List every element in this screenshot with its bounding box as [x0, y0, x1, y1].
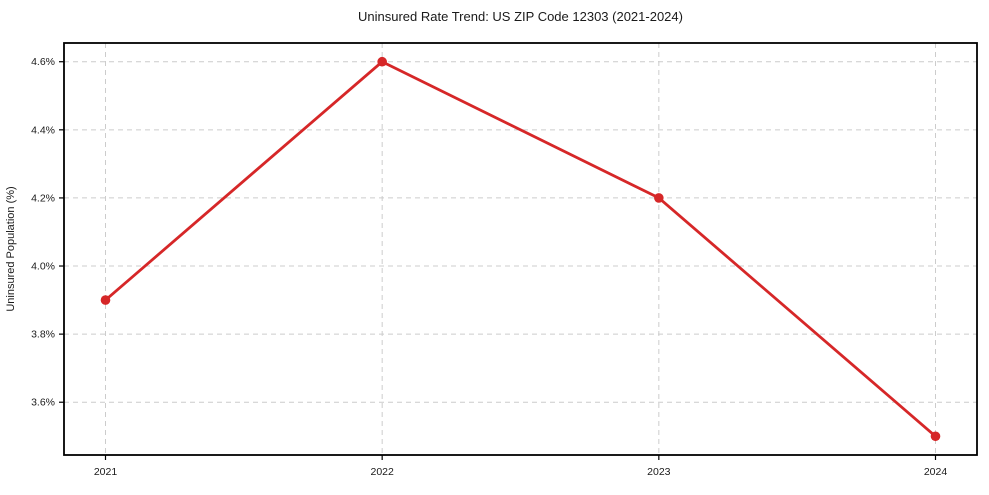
y-tick-label: 4.6%	[31, 56, 55, 68]
y-tick-label: 4.0%	[31, 261, 55, 273]
x-tick-label: 2021	[94, 466, 118, 478]
y-tick-label: 3.6%	[31, 397, 55, 409]
data-point-marker	[100, 295, 111, 305]
plot-area-border	[63, 42, 978, 456]
y-tick-label: 4.2%	[31, 192, 55, 204]
x-tick-label: 2024	[924, 466, 948, 478]
data-point-marker	[654, 193, 664, 203]
line-series	[100, 56, 941, 442]
data-point-marker	[377, 56, 387, 67]
x-tick-label: 2022	[370, 466, 394, 478]
y-axis-label: Uninsured Population (%)	[5, 186, 17, 311]
data-point-marker	[930, 431, 941, 442]
x-tick-label: 2023	[647, 466, 671, 478]
y-tick-label: 4.4%	[31, 124, 55, 136]
y-tick-label: 3.8%	[31, 329, 55, 341]
tick-labels: 3.6% 3.8% 4.0% 4.2% 4.4% 4.6% 2021 2022 2023 2024	[31, 56, 947, 478]
trend-line	[104, 60, 937, 438]
chart-title: Uninsured Rate Trend: US ZIP Code 12303 …	[358, 9, 683, 24]
gridlines	[64, 43, 977, 455]
